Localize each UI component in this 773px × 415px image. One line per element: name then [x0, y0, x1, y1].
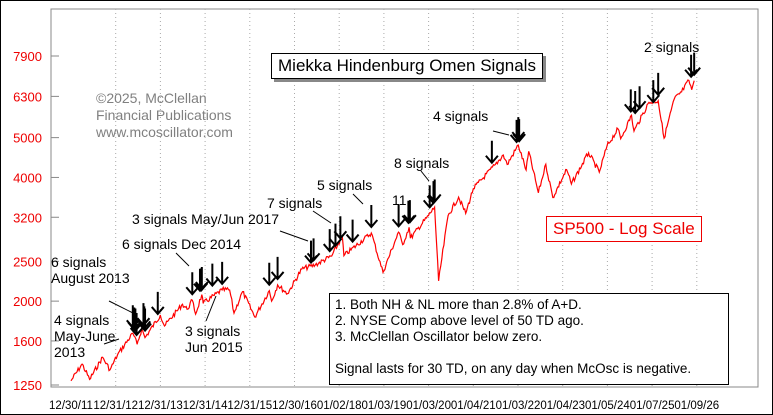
signal-arrow — [129, 312, 144, 337]
rule: Signal lasts for 30 TD, on any day when … — [335, 361, 692, 376]
x-tick-label: 01/05/24 — [585, 400, 630, 412]
signal-arrow — [185, 272, 200, 296]
x-tick-label: 12/31/14 — [183, 400, 228, 412]
signal-arrow — [195, 266, 209, 291]
x-tick-label: 12/30/16 — [272, 400, 317, 412]
annotation: 4 signals — [433, 108, 489, 124]
signal-arrow — [151, 291, 165, 316]
annotation-pointer — [279, 230, 309, 242]
signal-arrow — [270, 256, 285, 281]
signal-arrow — [215, 261, 229, 286]
y-tick-label: 2000 — [13, 294, 42, 309]
rule: 2. NYSE Comp above level of 50 TD ago. — [335, 313, 584, 328]
signal-arrow — [345, 219, 360, 244]
y-tick-label: 5000 — [13, 131, 42, 146]
signal-arrow — [364, 204, 379, 229]
signal-arrow — [687, 52, 701, 77]
annotation: 4 signals May-June 2013 — [54, 312, 116, 360]
x-tick-label: 01/03/22 — [496, 400, 541, 412]
annotation: 2 signals — [644, 39, 700, 55]
series-label: SP500 - Log Scale — [546, 216, 702, 242]
y-tick-label: 7900 — [13, 49, 42, 64]
x-tick-label: 12/31/15 — [227, 400, 272, 412]
x-tick-label: 12/30/11 — [49, 400, 93, 412]
annotation: 3 signals Jun 2015 — [185, 323, 243, 355]
signal-arrow — [262, 262, 277, 287]
sp500-line — [70, 79, 695, 382]
x-tick-label: 01/04/23 — [540, 400, 585, 412]
chart-title: Miekka Hindenburg Omen Signals — [271, 53, 543, 79]
rule: 1. Both NH & NL more than 2.8% of A+D. — [335, 297, 582, 312]
annotation-pointer — [108, 300, 134, 314]
x-tick-label: 01/04/21 — [451, 400, 496, 412]
watermark-line: www.mcoscillator.com — [96, 124, 233, 140]
signal-arrow — [651, 72, 665, 97]
annotation-pointer — [352, 193, 364, 205]
y-tick-label: 4000 — [13, 170, 42, 185]
annotation: 5 signals — [317, 177, 373, 193]
signal-arrow — [403, 200, 417, 224]
y-tick-label: 1600 — [13, 334, 42, 349]
signal-arrow — [485, 140, 499, 165]
signal-arrow — [646, 80, 661, 104]
annotation: 3 signals May/Jun 2017 — [132, 211, 280, 227]
y-tick-label: 3200 — [13, 210, 42, 225]
signal-arrow — [306, 238, 321, 262]
watermark-line: Financial Publications — [96, 107, 232, 123]
x-tick-label: 01/09/26 — [674, 400, 719, 412]
annotation: 6 signals Dec 2014 — [122, 236, 242, 252]
y-tick-label: 2500 — [13, 254, 42, 269]
watermark: ©2025, McClellan Financial Publications … — [96, 90, 233, 141]
annotation: 7 signals — [267, 195, 323, 211]
signal-arrow — [391, 204, 406, 228]
annotation-pointer — [420, 170, 430, 182]
annotation: 11 — [392, 192, 407, 208]
signal-arrow — [205, 263, 220, 288]
x-tick-label: 01/03/19 — [362, 400, 407, 412]
x-tick-label: 01/02/18 — [317, 400, 362, 412]
signal-arrow — [128, 308, 143, 333]
annotation-pointer — [175, 252, 190, 267]
signal-arrow — [632, 86, 647, 110]
x-tick-label: 01/03/20 — [406, 400, 451, 412]
signal-arrow — [512, 119, 526, 143]
signal-arrow — [328, 223, 343, 248]
rule: 3. McClellan Oscillator below zero. — [335, 329, 543, 344]
watermark-line: ©2025, McClellan — [96, 90, 207, 106]
annotation-pointer — [312, 210, 332, 224]
signal-arrow — [333, 216, 348, 240]
rules-box: 1. Both NH & NL more than 2.8% of A+D. 2… — [329, 293, 729, 385]
x-tick-label: 12/31/13 — [138, 400, 183, 412]
annotation: 6 signals August 2013 — [51, 254, 130, 286]
annotation-pointer — [103, 338, 120, 345]
y-tick-label: 1250 — [13, 378, 42, 393]
x-tick-label: 12/31/12 — [93, 400, 138, 412]
signal-arrow — [138, 308, 152, 333]
signal-arrow — [427, 179, 442, 204]
annotation: 8 signals — [394, 155, 450, 171]
y-tick-label: 6300 — [13, 89, 42, 104]
x-tick-label: 01/07/25 — [630, 400, 675, 412]
annotation-pointer — [205, 295, 217, 322]
annotation-pointer — [492, 130, 510, 136]
